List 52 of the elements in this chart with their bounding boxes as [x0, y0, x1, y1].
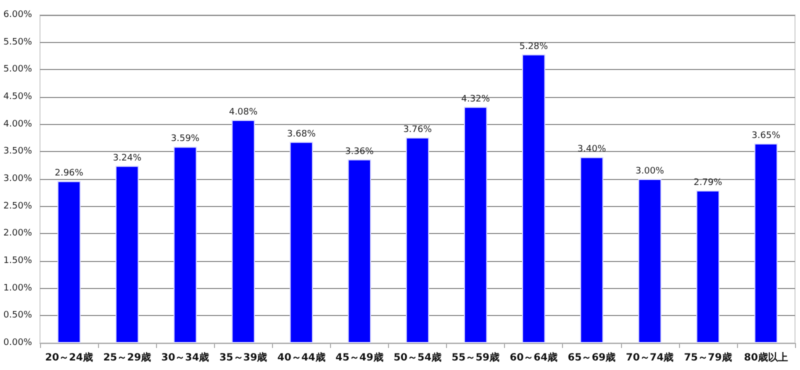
data-label: 4.32% [461, 94, 490, 104]
x-tick-label: 30～34歳 [161, 352, 210, 364]
data-label: 3.36% [345, 146, 374, 157]
y-tick-label: 5.50% [3, 37, 32, 48]
bar [174, 146, 197, 343]
bar [116, 166, 139, 343]
data-label: 4.08% [228, 107, 258, 118]
x-tick-label: 50～54歳 [394, 352, 442, 364]
x-tick-label: 45～49歳 [336, 352, 384, 364]
bar [348, 159, 372, 343]
data-label: 2.79% [694, 178, 723, 188]
y-tick-label: 2.50% [3, 201, 32, 212]
data-label: 3.40% [577, 144, 606, 155]
bar [464, 106, 488, 343]
y-tick-label: 6.00% [3, 10, 32, 20]
x-tick-label: 70～74歳 [626, 352, 674, 364]
bar [57, 181, 81, 343]
bar [638, 179, 662, 343]
bar [696, 190, 720, 343]
x-tick-label: 75～79歳 [684, 352, 732, 364]
y-tick-label: 3.50% [3, 146, 32, 157]
bar [406, 137, 430, 343]
data-label: 5.28% [519, 42, 548, 52]
data-label: 3.00% [636, 166, 665, 176]
y-tick-label: 3.00% [3, 174, 32, 184]
y-tick-label: 0.00% [3, 338, 32, 348]
x-tick-label: 60～64歳 [510, 352, 558, 364]
data-label: 3.24% [112, 153, 142, 164]
x-tick-label: 35～39歳 [219, 352, 268, 364]
bar [290, 142, 313, 343]
y-tick-label: 2.00% [3, 228, 32, 239]
x-tick-label: 55～59歳 [452, 352, 500, 364]
data-label: 2.96% [54, 168, 84, 179]
y-tick-label: 5.00% [3, 64, 32, 75]
x-tick-label: 40～44歳 [277, 352, 326, 364]
bar [232, 120, 255, 343]
x-tick-label: 80歳以上 [744, 352, 788, 364]
x-tick-label: 25～29歳 [103, 352, 152, 364]
bar [580, 157, 604, 343]
y-tick-label: 1.00% [3, 283, 32, 294]
y-tick-label: 1.50% [3, 256, 32, 266]
bar [754, 143, 778, 343]
y-tick-label: 0.50% [3, 310, 32, 321]
x-tick-label: 65～69歳 [568, 352, 616, 364]
x-tick-label: 20～24歳 [45, 352, 93, 364]
data-label: 3.65% [752, 130, 781, 141]
y-tick-label: 4.00% [3, 119, 32, 130]
data-label: 3.68% [287, 129, 316, 140]
y-tick-label: 4.50% [3, 92, 32, 102]
data-label: 3.59% [170, 134, 200, 144]
bar [522, 54, 546, 343]
data-label: 3.76% [403, 124, 432, 135]
